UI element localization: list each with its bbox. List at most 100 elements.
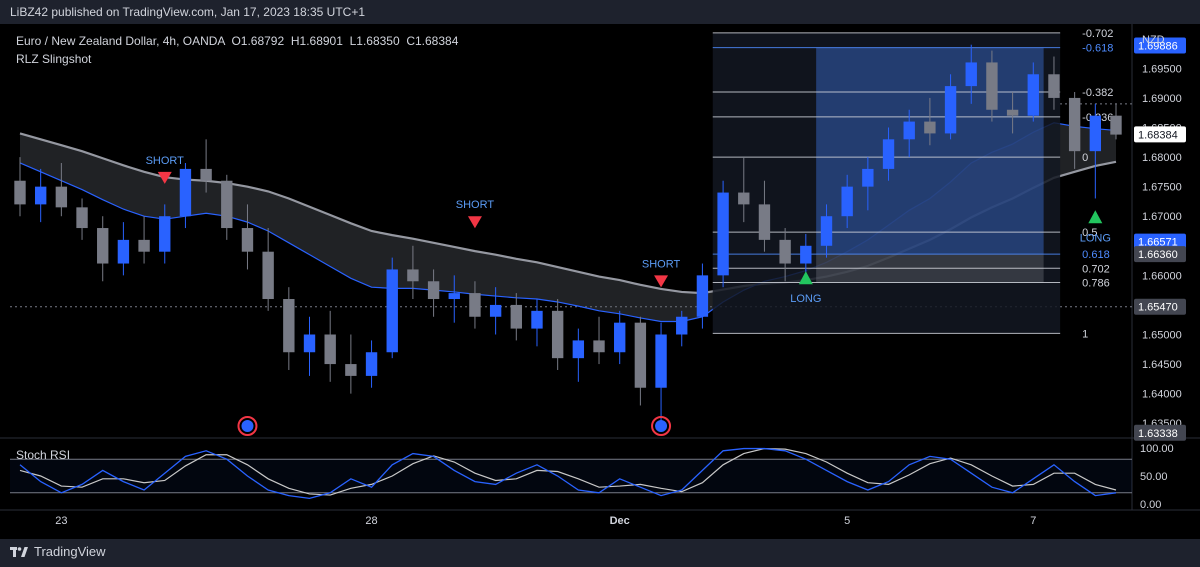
tradingview-logo-icon	[10, 545, 28, 559]
candle-body	[986, 62, 998, 110]
price-badge	[1134, 37, 1186, 54]
candle-body	[1110, 115, 1122, 135]
candle-body	[345, 364, 357, 376]
candle-body	[1089, 115, 1102, 152]
long-signal-label: LONG	[790, 293, 821, 305]
candle-body	[221, 180, 233, 229]
event-marker-icon	[651, 416, 672, 436]
high-label: H	[290, 34, 300, 48]
candle-body	[407, 269, 419, 282]
event-marker-dot	[241, 420, 254, 432]
fib-level-label: 0.5	[1082, 227, 1097, 239]
candle-body	[717, 192, 729, 276]
short-signal-label: SHORT	[456, 199, 495, 211]
candle-body	[1068, 97, 1081, 152]
low-value: 1.68350	[356, 34, 400, 48]
stoch-k-line	[19, 447, 1117, 500]
candle-body	[758, 204, 771, 240]
event-marker-icon	[237, 416, 258, 436]
price-chart[interactable]: -0.702-0.618-0.382-0.23600.50.6180.7020.…	[0, 24, 1200, 539]
price-badge	[1134, 126, 1186, 143]
price-tick-label: 1.65000	[1142, 330, 1182, 342]
candle-body	[800, 245, 812, 264]
short-arrow-icon	[654, 275, 669, 288]
price-badge	[1134, 298, 1186, 315]
candle-body	[1027, 74, 1039, 116]
short-signal-label: SHORT	[146, 155, 185, 167]
candle-body	[655, 334, 667, 388]
tradingview-brand[interactable]: TradingView	[10, 544, 106, 559]
fib-retracement-area	[712, 32, 1061, 334]
candle-body	[200, 168, 212, 181]
price-tick-label: 1.64500	[1142, 359, 1182, 371]
ohlc-legend: Euro / New Zealand Dollar, 4h, OANDA O 1.…	[16, 34, 458, 48]
fib-level-label: 0.786	[1082, 277, 1110, 289]
stoch-d-line	[19, 447, 1117, 496]
event-marker-dot	[655, 420, 668, 432]
long-arrow-icon	[798, 271, 813, 285]
price-badge-label: 1.63338	[1138, 428, 1178, 440]
price-tick-label: 1.67500	[1142, 182, 1182, 194]
candle-body	[448, 293, 460, 300]
header-bar	[0, 0, 1200, 24]
price-tick-label: 1.64000	[1142, 389, 1182, 401]
candle-body	[303, 334, 316, 353]
indicator-name[interactable]: RLZ Slingshot	[16, 52, 92, 66]
candle-body	[820, 216, 833, 246]
time-tick-label: 23	[55, 515, 67, 527]
published-caption: LiBZ42 published on TradingView.com, Jan…	[10, 5, 366, 19]
candle-body	[469, 293, 481, 317]
candle-body	[882, 139, 895, 169]
fib-level-label: -0.618	[1082, 43, 1113, 55]
short-arrow-icon	[157, 171, 172, 184]
candle-body	[841, 186, 853, 217]
price-tick-label: 1.67000	[1142, 211, 1182, 223]
candle-body	[531, 310, 543, 329]
candle-body	[862, 168, 874, 187]
stoch-rsi-label[interactable]: Stoch RSI	[16, 448, 71, 462]
candle-body	[924, 121, 936, 134]
candle-body	[903, 121, 915, 140]
high-value: 1.68901	[299, 34, 343, 48]
candle-body	[283, 299, 295, 353]
price-badge	[1134, 246, 1186, 263]
price-tick-label: 1.69000	[1142, 93, 1182, 105]
price-tick-label: 1.68000	[1142, 152, 1182, 164]
candle-body	[55, 186, 68, 208]
candle-body	[593, 340, 605, 353]
price-tick-label: 1.66000	[1142, 270, 1182, 282]
candle-body	[117, 239, 130, 264]
time-tick-label: Dec	[610, 515, 630, 527]
candle-body	[97, 228, 109, 264]
close-label: C	[406, 34, 415, 48]
candle-body	[738, 192, 750, 205]
candle-body	[386, 269, 398, 353]
symbol-name: Euro / New Zealand Dollar, 4h, OANDA	[16, 34, 225, 48]
currency-label[interactable]: NZD	[1142, 34, 1165, 46]
price-badge-label: 1.65470	[1138, 302, 1178, 314]
long-arrow-icon	[1088, 210, 1103, 224]
stoch-tick-label: 50.00	[1140, 471, 1168, 483]
candle-body	[138, 239, 150, 252]
candle-body	[779, 239, 791, 264]
candle-body	[965, 62, 977, 87]
fib-level-label: 0.618	[1082, 249, 1110, 261]
candle-body	[696, 275, 709, 317]
candle-body	[262, 251, 274, 300]
candle-body	[489, 304, 502, 317]
candle-body	[365, 352, 378, 376]
candle-body	[614, 322, 626, 353]
candle-body	[944, 86, 957, 134]
candle-body	[634, 322, 647, 388]
open-label: O	[231, 34, 241, 48]
stoch-tick-label: 0.00	[1140, 499, 1161, 511]
candle-body	[551, 310, 564, 359]
candle-body	[179, 168, 192, 217]
close-value: 1.68384	[415, 34, 459, 48]
candle-body	[510, 304, 522, 329]
candle-body	[572, 340, 585, 359]
price-badge-label: 1.68384	[1138, 129, 1178, 141]
candle-body	[324, 334, 336, 365]
candle-body	[427, 281, 440, 300]
candle-body	[34, 186, 47, 205]
